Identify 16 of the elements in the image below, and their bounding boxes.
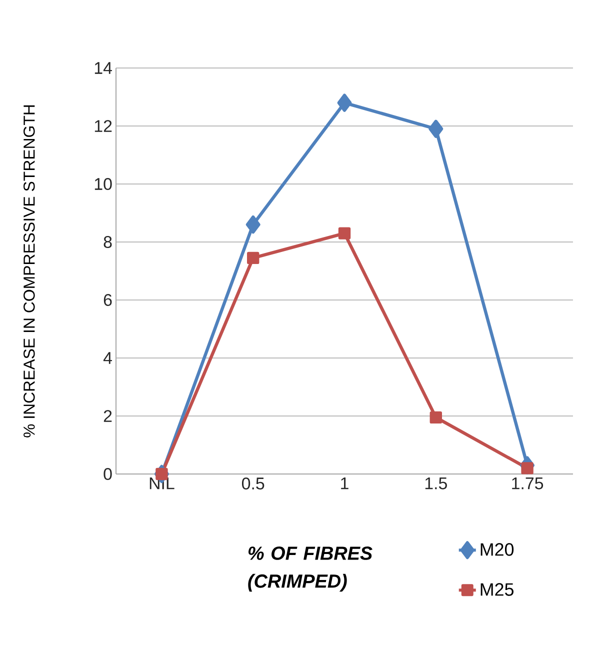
y-tick-label: 12 — [94, 120, 112, 132]
x-tick-label: 0.5 — [242, 478, 264, 490]
y-tick-label: 10 — [94, 178, 112, 190]
y-tick-label: 0 — [104, 468, 112, 480]
y-tick-label: 6 — [104, 294, 112, 306]
x-tick-label: 1.5 — [425, 478, 447, 490]
y-tick-label: 14 — [94, 62, 112, 74]
y-tick-label: 4 — [103, 352, 112, 364]
y-tick-label: 2 — [104, 410, 112, 422]
x-axis-title: % OF FIBRES (CRIMPED) — [248, 546, 372, 592]
x-tick-label: 1 — [341, 478, 348, 490]
legend-label: M25 — [480, 583, 514, 596]
y-axis-title: % INCREASE IN COMPRESSIVE STRENGTH — [24, 105, 35, 438]
legend-label: M20 — [480, 543, 514, 556]
y-tick-label: 8 — [104, 236, 112, 248]
x-tick-label: 1.75 — [512, 478, 544, 490]
